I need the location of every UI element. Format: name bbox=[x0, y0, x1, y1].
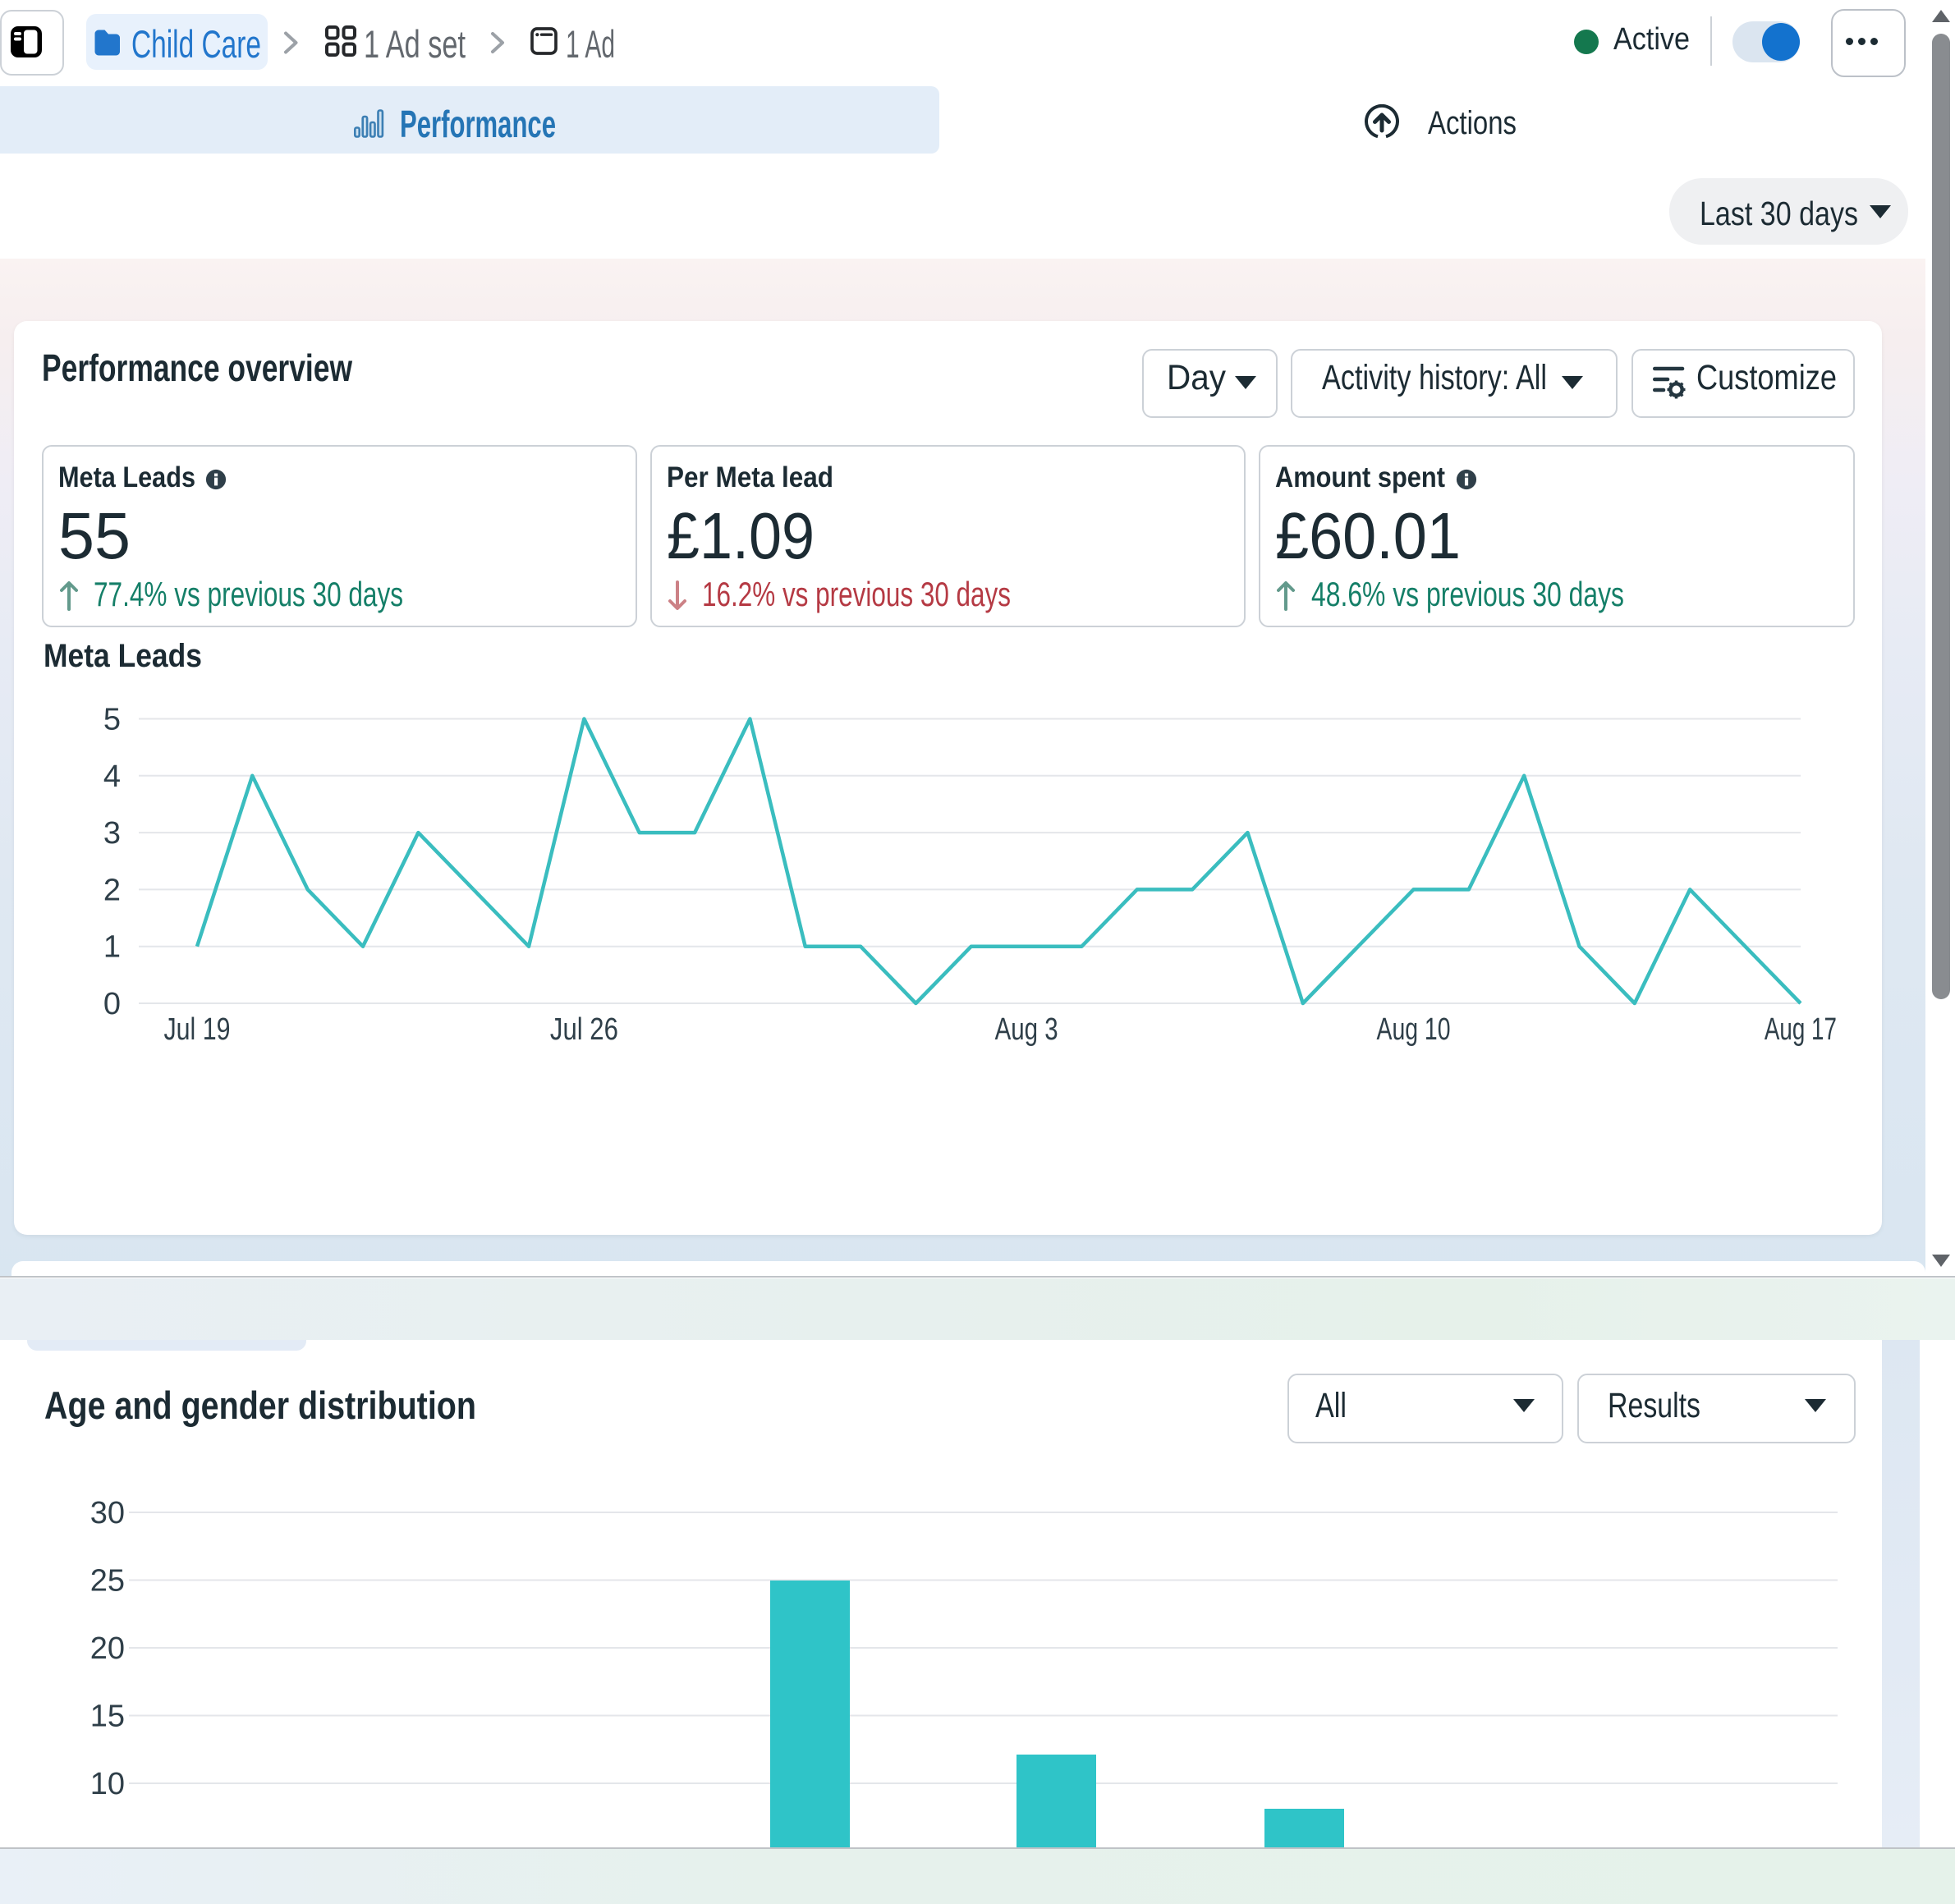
svg-text:2: 2 bbox=[103, 873, 121, 907]
svg-text:4: 4 bbox=[103, 759, 121, 794]
svg-text:Jul 26: Jul 26 bbox=[550, 1012, 618, 1047]
svg-text:Jul 19: Jul 19 bbox=[164, 1012, 231, 1047]
svg-text:Aug 3: Aug 3 bbox=[995, 1012, 1058, 1047]
svg-text:10: 10 bbox=[90, 1767, 125, 1801]
svg-text:30: 30 bbox=[90, 1496, 125, 1530]
svg-text:5: 5 bbox=[103, 703, 121, 737]
svg-text:15: 15 bbox=[90, 1700, 125, 1734]
svg-text:3: 3 bbox=[103, 816, 121, 851]
svg-text:1: 1 bbox=[103, 930, 121, 965]
svg-text:0: 0 bbox=[103, 987, 121, 1021]
svg-text:25: 25 bbox=[90, 1564, 125, 1599]
svg-text:Aug 10: Aug 10 bbox=[1377, 1012, 1451, 1047]
svg-text:Aug 17: Aug 17 bbox=[1765, 1012, 1837, 1047]
svg-text:20: 20 bbox=[90, 1631, 125, 1666]
